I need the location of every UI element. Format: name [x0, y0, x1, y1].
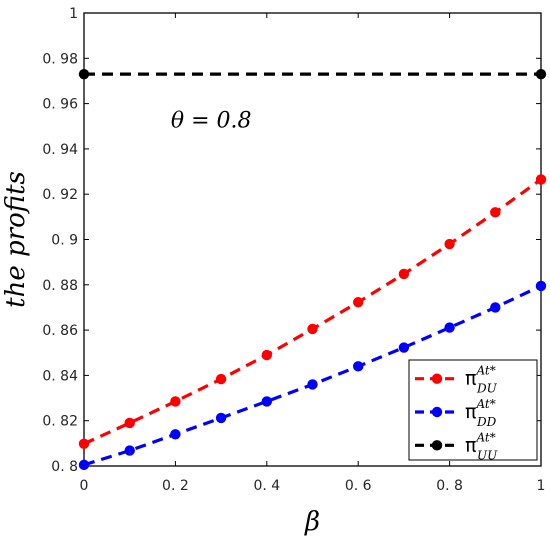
series-dd — [78, 280, 547, 471]
legend-label: πAt* UU — [465, 430, 498, 462]
y-tick-label: 0. 86 — [42, 323, 78, 339]
y-axis-label: the profits — [1, 171, 31, 308]
axis-ticks: 0 0. 2 0. 4 0. 6 0. 8 1 0. 8 0. 82 0. 84 0. 86 0. … — [42, 6, 545, 494]
x-tick-label: 0. 4 — [253, 478, 280, 494]
data-point — [170, 396, 181, 407]
annotation-text: θ = 0.8 — [171, 108, 252, 133]
legend-item-du: πAt* DU — [415, 364, 498, 396]
data-point — [78, 459, 90, 471]
x-tick-label: 0. 8 — [436, 478, 463, 494]
y-tick-label: 0. 9 — [51, 233, 78, 249]
data-point — [261, 396, 272, 407]
y-tick-label: 0. 92 — [42, 187, 78, 203]
legend-box — [408, 359, 538, 461]
legend-symbol: π — [465, 368, 476, 390]
y-tick-label: 0. 98 — [42, 51, 78, 67]
data-point — [353, 297, 364, 308]
x-tick-label: 0. 6 — [345, 478, 372, 494]
data-point — [398, 268, 410, 280]
legend-superscript: At* — [475, 364, 495, 378]
data-point — [124, 417, 135, 429]
data-point — [215, 412, 227, 424]
data-point — [124, 445, 135, 456]
legend-subscript: UU — [477, 448, 498, 462]
y-tick-label: 0. 96 — [42, 97, 78, 113]
legend-symbol: π — [465, 434, 476, 456]
y-tick-label: 0. 88 — [42, 278, 78, 294]
legend-symbol: π — [465, 401, 476, 423]
legend-subscript: DD — [476, 415, 497, 429]
data-point — [261, 349, 272, 361]
data-point — [535, 174, 547, 185]
legend-marker — [431, 440, 443, 451]
data-point — [535, 280, 547, 292]
x-tick-label: 0. 2 — [162, 478, 189, 494]
data-point — [307, 323, 318, 335]
legend-marker — [431, 373, 443, 384]
data-point — [398, 342, 410, 353]
y-tick-label: 0. 84 — [42, 368, 78, 384]
data-point — [307, 379, 318, 390]
y-tick-label: 0. 94 — [42, 142, 78, 158]
data-point — [490, 207, 501, 218]
data-point — [353, 361, 364, 372]
legend-superscript: At* — [475, 430, 495, 444]
data-point — [78, 68, 90, 80]
series-group — [78, 68, 547, 471]
data-point — [78, 438, 90, 450]
data-point — [490, 302, 501, 313]
data-point — [170, 429, 181, 440]
y-tick-label: 0. 8 — [51, 459, 78, 475]
legend-item-uu: πAt* UU — [415, 430, 498, 462]
legend-item-dd: πAt* DD — [415, 397, 497, 429]
legend-marker — [431, 406, 443, 418]
x-tick-label: 1 — [537, 478, 546, 494]
data-point — [444, 322, 455, 333]
legend-subscript: DU — [476, 382, 498, 396]
x-axis-label: β — [304, 507, 320, 537]
data-point — [444, 238, 455, 250]
series-du — [78, 174, 547, 450]
legend-label: πAt* DU — [465, 364, 498, 396]
legend-superscript: At* — [475, 397, 495, 411]
legend-label: πAt* DD — [465, 397, 497, 429]
theta-annotation: θ = 0.8 — [171, 108, 252, 133]
y-tick-label: 1 — [69, 6, 78, 22]
x-tick-label: 0 — [80, 478, 89, 494]
data-point — [535, 68, 547, 80]
data-point — [215, 373, 227, 385]
series-uu — [78, 68, 547, 80]
y-tick-label: 0. 82 — [42, 414, 78, 430]
